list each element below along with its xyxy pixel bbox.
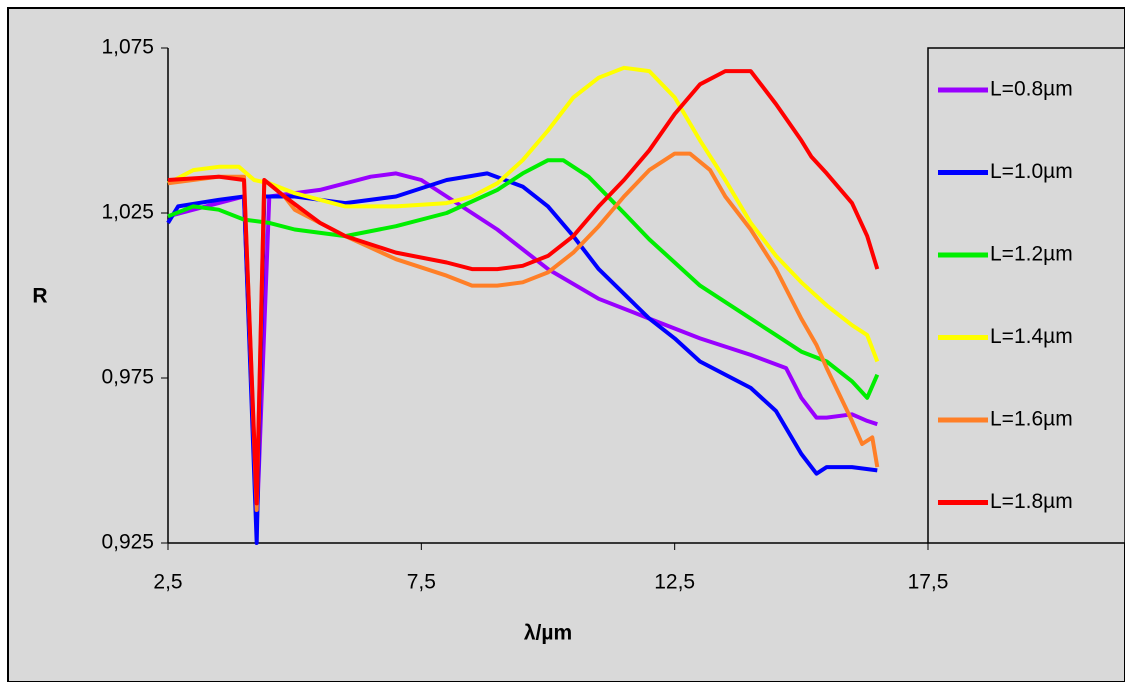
legend-label: L=1.2µm xyxy=(990,243,1073,266)
legend-label: L=1.0µm xyxy=(990,160,1073,183)
legend-label: L=1.6µm xyxy=(990,408,1073,431)
y-tick-label: 0,925 xyxy=(101,531,154,554)
x-tick-label: 12,5 xyxy=(654,571,695,594)
legend-label: L=0.8µm xyxy=(990,78,1073,101)
y-tick-label: 1,075 xyxy=(101,36,154,59)
series-line xyxy=(167,158,880,400)
x-axis-title: λ/µm xyxy=(524,622,572,645)
x-tick-label: 2,5 xyxy=(153,571,182,594)
x-tick-label: 7,5 xyxy=(407,571,436,594)
series-line xyxy=(167,69,880,506)
x-tick-label: 17,5 xyxy=(908,571,949,594)
legend-label: L=1.4µm xyxy=(990,325,1073,348)
y-tick-label: 0,975 xyxy=(101,366,154,389)
legend-label: L=1.8µm xyxy=(990,490,1073,513)
y-axis-title: R xyxy=(32,285,47,308)
y-tick-label: 1,025 xyxy=(101,201,154,224)
legend-box xyxy=(927,47,1125,544)
